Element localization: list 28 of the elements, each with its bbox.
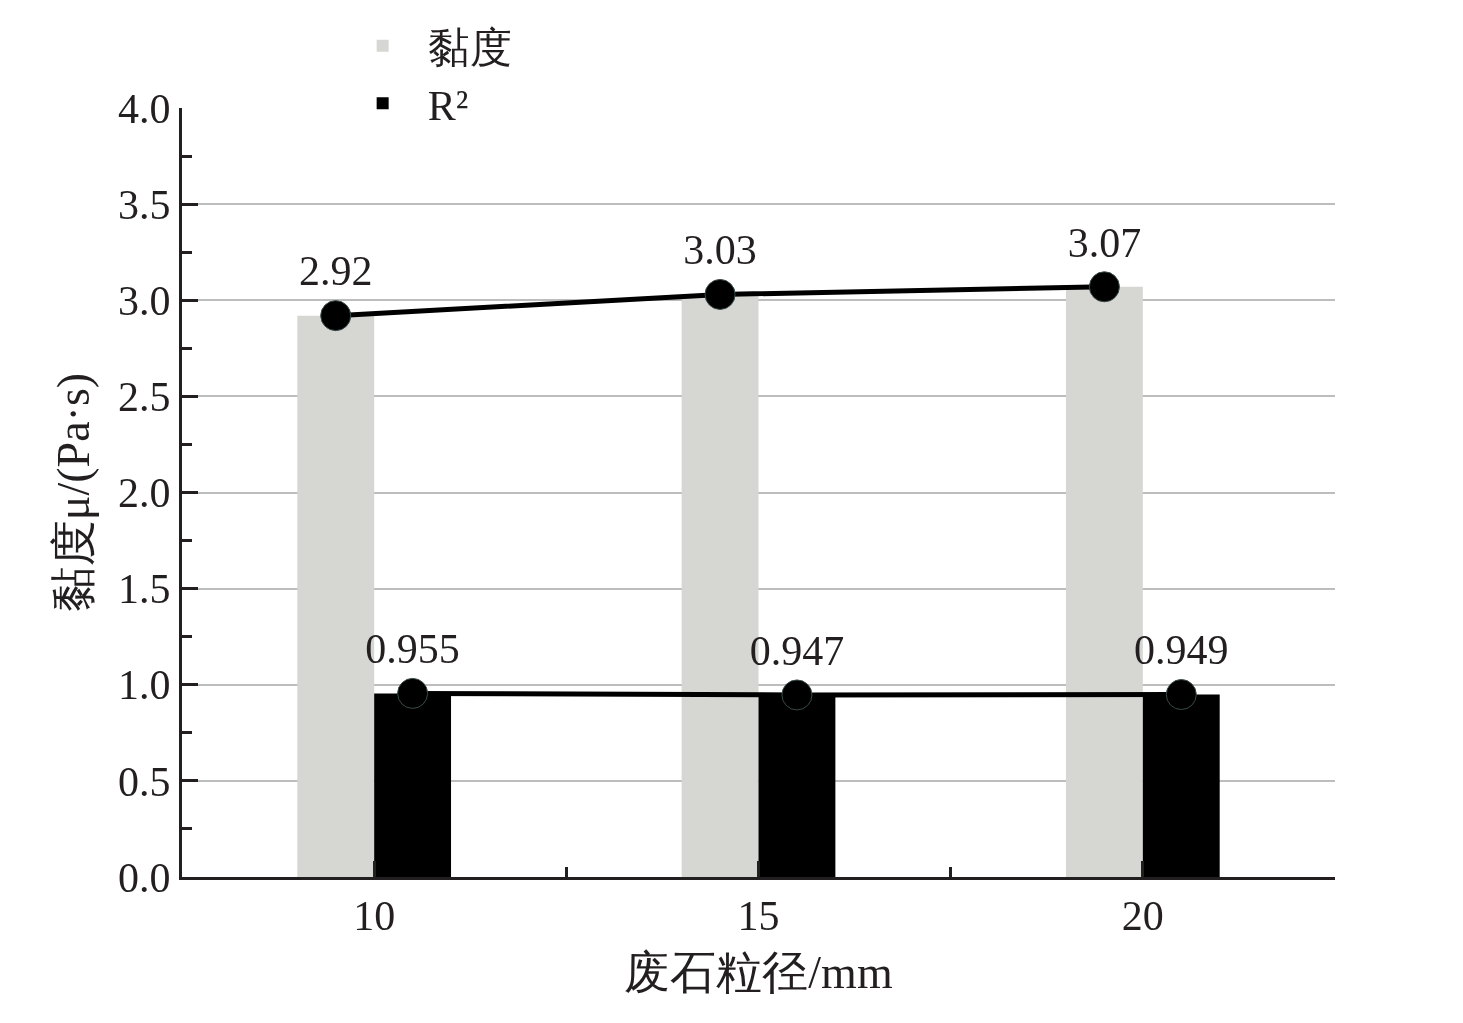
data-label: 3.07 — [1067, 219, 1142, 266]
x-tick-label: 20 — [1121, 893, 1164, 940]
data-label: 0.949 — [1134, 627, 1229, 674]
data-label: 3.03 — [683, 227, 757, 274]
y-tick-label: 0.0 — [118, 854, 171, 901]
y-tick-label: 4.0 — [118, 85, 171, 132]
point — [397, 677, 429, 709]
legend-label: 黏度 — [427, 25, 512, 72]
x-tick-label: 15 — [737, 893, 780, 940]
x-axis-title: 废石粒径/mm — [624, 947, 893, 999]
point — [320, 300, 352, 332]
legend-label: R² — [427, 82, 469, 129]
point — [1165, 679, 1197, 711]
y-tick-label: 1.5 — [118, 566, 171, 613]
y-tick-label: 2.5 — [118, 374, 171, 421]
data-label: 0.947 — [749, 627, 845, 674]
y-tick-label: 0.5 — [118, 758, 171, 805]
data-label: 0.955 — [365, 626, 460, 673]
x-tick-label: 10 — [353, 893, 396, 940]
y-tick-label: 1.0 — [118, 662, 171, 709]
data-label: 2.92 — [298, 248, 373, 295]
point — [704, 278, 736, 310]
y-tick-label: 3.5 — [118, 181, 171, 228]
y-tick-label: 3.0 — [118, 277, 171, 324]
point — [781, 679, 813, 711]
point — [1088, 271, 1120, 303]
y-axis-title: 黏度μ/(Pa·s) — [48, 372, 100, 613]
y-tick-label: 2.0 — [118, 470, 171, 517]
